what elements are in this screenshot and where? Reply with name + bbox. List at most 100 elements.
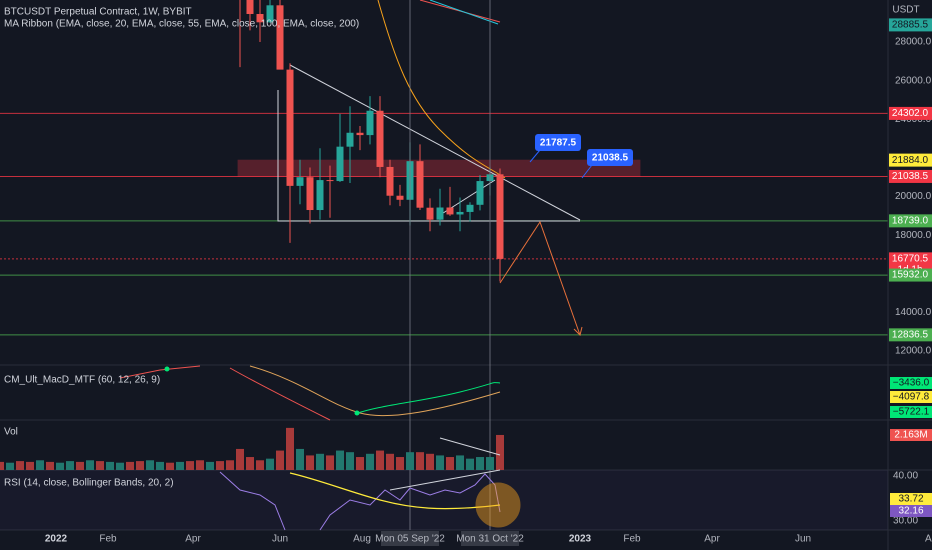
volume-bar	[496, 434, 504, 470]
candle-body	[276, 5, 284, 70]
x-tick-label: 2023	[569, 534, 592, 545]
volume-bar	[126, 461, 134, 470]
indicator-title: MA Ribbon (EMA, close, 20, EMA, close, 5…	[4, 19, 359, 30]
y-tick-label: 20000.0	[895, 191, 932, 202]
ma-curve	[377, 0, 506, 179]
currency-label: USDT	[892, 5, 919, 16]
level-box	[889, 169, 932, 183]
volume-bar	[346, 452, 354, 470]
projection-arrow	[573, 326, 583, 336]
volume-bar	[186, 461, 194, 470]
volume-bar	[196, 460, 204, 470]
volume-bar	[36, 460, 44, 470]
volume-bar	[366, 453, 374, 470]
rsi-line	[219, 471, 501, 531]
value-box	[890, 377, 932, 389]
volume-bar	[96, 461, 104, 470]
y-tick-label: 12000.0	[895, 346, 932, 357]
time-highlight	[381, 531, 439, 546]
volume-bar	[456, 455, 464, 470]
x-tick-label: Apr	[704, 534, 720, 545]
macd-value: −5722.1	[893, 407, 930, 418]
macd-line	[119, 365, 201, 379]
x-tick-label: Mon 05 Sep '22	[375, 534, 445, 545]
candle-body	[386, 166, 394, 196]
level-label: 16770.5	[892, 254, 929, 265]
level-box	[889, 106, 932, 120]
volume-bar	[86, 460, 94, 470]
x-tick-label: Feb	[623, 534, 641, 545]
volume-bar	[356, 457, 364, 470]
volume-trend	[439, 437, 501, 456]
callout-pointer	[529, 149, 541, 163]
callout-box	[535, 134, 581, 151]
volume-bar	[16, 461, 24, 470]
candle-body	[356, 132, 364, 136]
indicator-title: CM_Ult_MacD_MTF (60, 12, 26, 9)	[4, 375, 160, 386]
resistance-zone	[237, 159, 641, 177]
volume-bar	[386, 453, 394, 470]
level-box	[889, 18, 932, 32]
y-tick-label: 28000.0	[895, 37, 932, 48]
volume-bar	[326, 455, 334, 470]
volume-value: 2.163M	[894, 430, 927, 441]
level-label: 12836.5	[892, 329, 929, 340]
candle-body	[496, 174, 504, 259]
value-box	[890, 493, 932, 505]
callout-box	[587, 149, 633, 166]
volume-bar	[226, 460, 234, 470]
candle-body	[286, 69, 294, 186]
volume-bar	[146, 460, 154, 470]
rsi-basis	[289, 472, 501, 510]
volume-bar	[156, 461, 164, 470]
x-tick-label: Mon 31 Oct '22	[456, 534, 524, 545]
level-label: 15932.0	[892, 270, 929, 281]
x-tick-label: Jun	[795, 534, 811, 545]
candle-body	[426, 207, 434, 220]
level-box	[889, 268, 932, 282]
volume-bar	[6, 462, 14, 470]
value-box	[890, 406, 932, 418]
candle-body	[246, 0, 254, 14]
volume-bar	[76, 461, 84, 470]
trend-line	[289, 64, 581, 221]
volume-bar	[286, 427, 294, 470]
volume-bar	[336, 450, 344, 470]
x-tick-label: Aug	[353, 534, 371, 545]
candle-body	[266, 5, 274, 23]
macd-value: −4097.8	[893, 392, 930, 403]
rsi-value: 33.72	[898, 494, 923, 505]
volume-bar	[256, 460, 264, 470]
candle-body	[416, 161, 424, 208]
candle-body	[366, 110, 374, 136]
macd-line	[354, 382, 501, 415]
volume-bar	[446, 457, 454, 470]
volume-bar	[66, 461, 74, 470]
volume-bar	[246, 457, 254, 470]
candle-body	[256, 13, 264, 23]
candle-body	[296, 177, 304, 186]
candle-body	[436, 207, 444, 220]
candle-body	[346, 132, 354, 147]
volume-bar	[466, 458, 474, 470]
macd-line	[229, 367, 331, 421]
cross-dot	[164, 366, 170, 372]
x-tick-label: Feb	[99, 534, 117, 545]
candle-body	[476, 181, 484, 205]
projection-path	[499, 220, 581, 336]
candle-body	[396, 195, 404, 200]
x-tick-label: 2022	[45, 534, 68, 545]
volume-bar	[206, 461, 214, 470]
rsi-axis-label: 30.00	[893, 516, 918, 527]
volume-bar	[176, 461, 184, 470]
indicator-title: Vol	[4, 427, 18, 438]
highlight-circle	[475, 482, 521, 528]
volume-bars	[0, 427, 504, 470]
volume-bar	[376, 450, 384, 470]
volume-bar	[426, 453, 434, 470]
level-label: 28885.5	[892, 20, 929, 31]
candle-body	[446, 207, 454, 215]
level-label: 24302.0	[892, 108, 929, 119]
